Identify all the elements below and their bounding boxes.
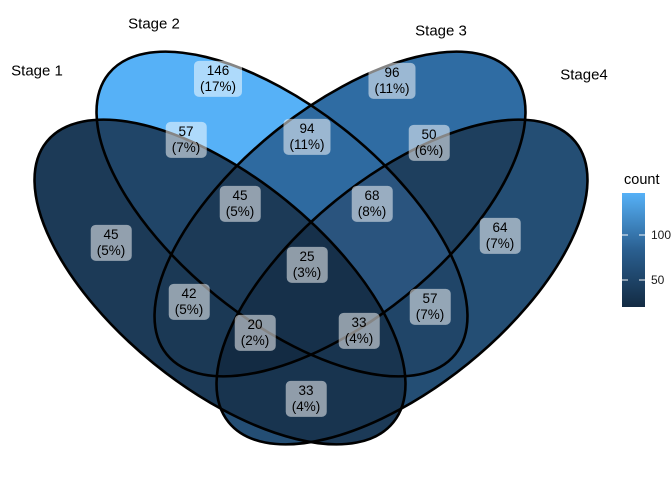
region-percent: (2%) (240, 333, 270, 348)
region-count: 33 (351, 314, 367, 330)
region-label-s2-s3-s4: 68 (8%) (351, 185, 393, 223)
region-count: 57 (178, 123, 194, 139)
region-percent: (7%) (415, 307, 445, 322)
region-label-s2-s4: 57 (7%) (409, 288, 451, 326)
region-percent: (5%) (174, 302, 204, 317)
region-percent: (11%) (374, 81, 410, 96)
ellipse-outline-stage1 (33, 118, 407, 446)
set-label-stage3: Stage 3 (415, 22, 467, 40)
region-count: 45 (103, 226, 119, 242)
region-label-s1-s4: 33 (4%) (285, 380, 327, 418)
region-label-s1-s2-s3-s4: 25 (3%) (286, 246, 328, 284)
region-label-stage3-only: 96 (11%) (368, 62, 416, 100)
region-count: 33 (298, 382, 314, 398)
region-percent: (8%) (357, 204, 387, 219)
region-count: 94 (299, 120, 315, 136)
region-percent: (5%) (225, 204, 255, 219)
set-label-stage2: Stage 2 (128, 15, 180, 33)
region-label-s1-s3: 42 (5%) (168, 283, 210, 321)
region-percent: (3%) (292, 265, 322, 280)
region-label-s2-s3: 94 (11%) (283, 118, 331, 156)
region-count: 45 (232, 187, 248, 203)
legend-tick-label-50: 50 (651, 273, 665, 287)
region-label-stage2-only: 146 (17%) (193, 60, 243, 98)
region-count: 68 (364, 187, 380, 203)
region-percent: (7%) (485, 236, 515, 251)
legend-title: count (624, 172, 660, 188)
region-label-s1-s2-s3: 45 (5%) (219, 185, 261, 223)
region-label-stage4-only: 64 (7%) (479, 217, 521, 255)
region-percent: (7%) (171, 140, 201, 155)
region-percent: (17%) (199, 79, 237, 94)
ellipse-outline-stage3 (153, 50, 527, 378)
region-count: 42 (181, 285, 197, 301)
region-percent: (11%) (289, 137, 325, 152)
region-percent: (4%) (344, 331, 374, 346)
region-label-stage1-only: 45 (5%) (90, 224, 132, 262)
region-label-s1-s2: 57 (7%) (165, 121, 207, 159)
region-label-s3-s4: 50 (6%) (408, 124, 450, 162)
region-label-s1-s3-s4: 20 (2%) (234, 314, 276, 352)
region-count: 20 (247, 316, 263, 332)
set-label-stage1: Stage 1 (11, 62, 63, 80)
set-label-stage4: Stage4 (560, 66, 608, 84)
region-percent: (5%) (96, 243, 126, 258)
region-percent: (4%) (291, 399, 321, 414)
region-percent: (6%) (414, 143, 444, 158)
region-count: 50 (421, 126, 437, 142)
region-count: 146 (206, 62, 230, 78)
legend-tick-label-100: 100 (651, 228, 672, 242)
region-count: 25 (299, 248, 315, 264)
region-count: 64 (492, 219, 508, 235)
ellipse-outline-stage2 (95, 50, 469, 378)
region-label-s1-s2-s4: 33 (4%) (338, 312, 380, 350)
region-count: 96 (384, 64, 400, 80)
legend-gradient-bar (622, 193, 645, 307)
ellipse-outline-stage4 (215, 118, 589, 446)
region-count: 57 (422, 290, 438, 306)
